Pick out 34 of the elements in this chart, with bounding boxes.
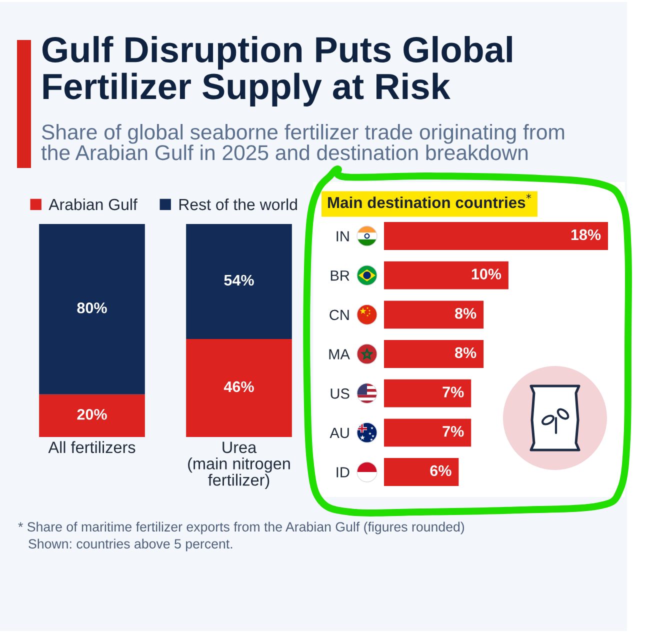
chart-subtitle: Share of global seaborne fertilizer trade originating from the Arabian Gulf in 2025 and destination breakdown	[41, 124, 564, 160]
bar	[384, 222, 608, 250]
legend-label: Arabian Gulf	[48, 198, 138, 210]
y-tick-label: CN	[330, 310, 349, 320]
bar	[384, 261, 508, 290]
x-tick-label: All fertilizers	[48, 441, 136, 454]
bar	[384, 340, 484, 368]
data-label: 80%	[77, 302, 107, 314]
data-label: 6%	[430, 465, 452, 476]
data-label: 46%	[224, 381, 254, 392]
data-label: 20%	[77, 408, 107, 420]
y-tick-label: ID	[336, 467, 350, 478]
text: * Share of maritime fertilizer exports from the Arabian Gulf (figures rounded)	[18, 522, 464, 534]
bar	[384, 458, 459, 486]
chart-title: Main destination countries$^{*}$	[328, 194, 532, 208]
data-label: 7%	[442, 426, 464, 437]
data-label: 18%	[571, 229, 601, 240]
data-label: 7%	[442, 386, 464, 398]
data-label: 8%	[455, 308, 476, 319]
bar	[384, 300, 484, 329]
bar	[384, 379, 472, 408]
y-tick-label: BR	[330, 270, 350, 281]
text: Shown: countries above 5 percent.	[28, 538, 232, 552]
data-label: 8%	[455, 347, 476, 358]
data-label: 54%	[224, 274, 254, 286]
y-tick-label: MA	[329, 349, 350, 360]
bar	[384, 418, 472, 447]
y-tick-label: IN	[336, 231, 349, 242]
chart-title: Gulf Disruption Puts Global Fertilizer Supply at Risk	[42, 36, 512, 106]
y-tick-label: AU	[330, 428, 349, 438]
legend-label: Rest of the world	[179, 198, 297, 210]
y-tick-label: US	[330, 388, 350, 399]
data-label: 10%	[472, 268, 502, 280]
x-tick-label: Urea (main nitrogen fertilizer)	[188, 442, 290, 489]
